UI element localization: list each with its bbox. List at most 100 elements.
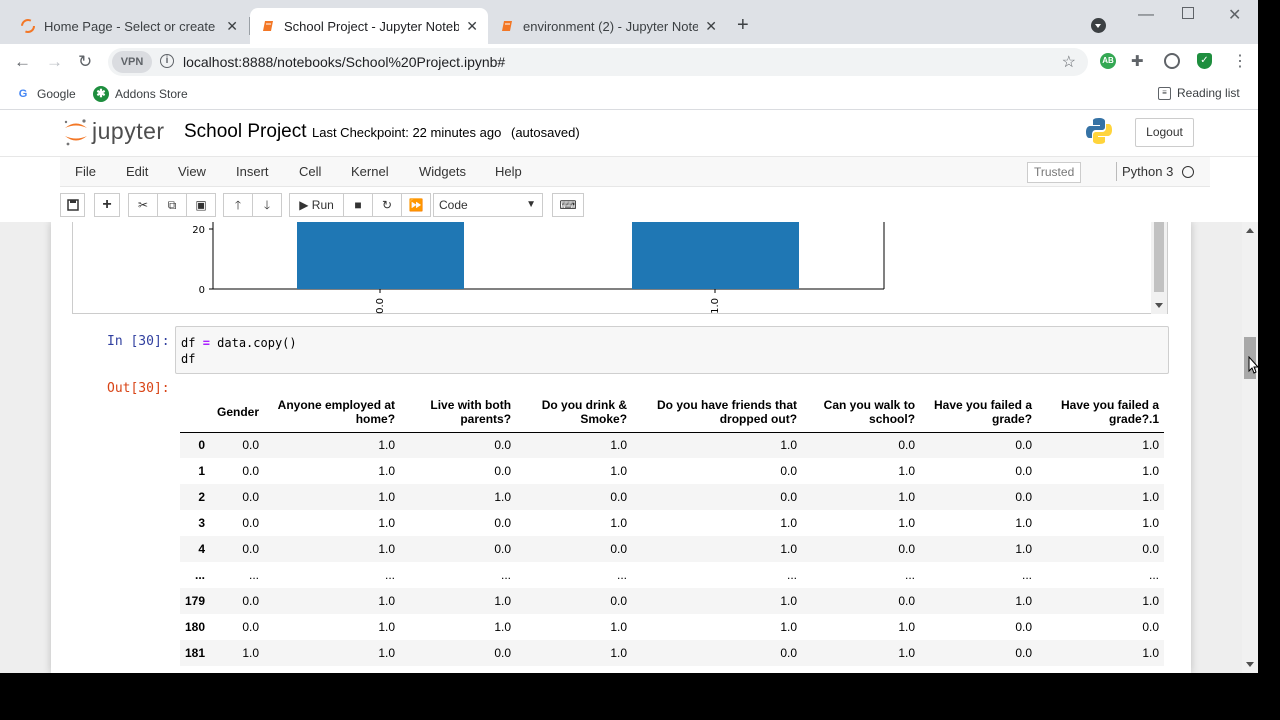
row-index: 0 [198, 438, 206, 453]
run-button[interactable]: ▶ Run [289, 193, 344, 217]
menu-help[interactable]: Help [495, 164, 522, 179]
notebook-toolbar: + ✂ ⧉ ▣ 🡑 🡓 ▶ Run ■ ↻ ⏩ Code ▼ ⌨ [60, 187, 1210, 223]
cut-button[interactable]: ✂ [128, 193, 158, 217]
move-up-button[interactable]: 🡑 [223, 193, 253, 217]
table-cell: 1.0 [780, 438, 798, 453]
row-index: 180 [185, 620, 206, 634]
tab-search-icon[interactable] [1091, 18, 1106, 33]
table-cell: 1.0 [378, 438, 396, 453]
arrow-up-icon: 🡑 [234, 198, 242, 212]
bookmark-star-icon[interactable]: ☆ [1061, 54, 1076, 71]
bookmark-google[interactable]: G Google [15, 86, 76, 102]
scroll-down-icon[interactable] [1246, 662, 1254, 667]
page-scrollbar[interactable] [1242, 222, 1258, 673]
bookmark-label: Addons Store [115, 87, 188, 101]
profile-icon[interactable] [1164, 53, 1180, 69]
fast-forward-icon: ⏩ [408, 198, 424, 212]
bar-chart: 20 0 0.0 1.0 [192, 222, 885, 314]
reading-list-button[interactable]: ≡ Reading list [1158, 86, 1240, 100]
notebook-favicon-icon [502, 21, 512, 31]
menu-edit[interactable]: Edit [126, 164, 149, 179]
code-line: df [181, 352, 196, 366]
jupyter-logo-icon[interactable] [62, 117, 90, 147]
menu-file[interactable]: File [75, 164, 96, 179]
close-icon[interactable]: ✕ [466, 18, 478, 34]
stop-icon: ■ [354, 198, 362, 212]
window-close-icon[interactable]: ✕ [1228, 7, 1242, 24]
restart-run-all-button[interactable]: ⏩ [401, 193, 431, 217]
table-cell: 0.0 [1142, 542, 1160, 556]
menu-widgets[interactable]: Widgets [419, 164, 466, 179]
column-header: Anyone employed at home? [264, 394, 401, 433]
command-palette-button[interactable]: ⌨ [552, 193, 584, 217]
table-cell: 0.0 [494, 516, 512, 530]
scroll-down-icon[interactable] [1155, 303, 1163, 308]
bookmark-addons-store[interactable]: ✱ Addons Store [93, 86, 188, 102]
vpn-badge[interactable]: VPN [112, 51, 152, 73]
extensions-puzzle-icon[interactable]: ✚ [1131, 53, 1144, 70]
notebook-name[interactable]: School Project [184, 121, 307, 142]
output-prompt: Out[30]: [107, 381, 170, 396]
table-row: 181 1.0 1.0 0.0 1.0 0.0 1.0 0.0 1.0 [180, 640, 1165, 666]
table-cell: 0.0 [610, 594, 628, 608]
tab-home-page[interactable]: Home Page - Select or create a n ✕ [10, 8, 248, 44]
scroll-up-icon[interactable] [1246, 228, 1254, 233]
minimize-icon[interactable]: — [1138, 6, 1154, 23]
column-header: Do you drink & Smoke? [516, 394, 633, 433]
save-button[interactable] [60, 193, 85, 217]
forward-arrow-icon[interactable]: → [46, 52, 63, 71]
url-text[interactable]: localhost:8888/notebooks/School%20Projec… [183, 54, 506, 70]
cell-type-value: Code [439, 198, 468, 212]
table-cell: 0.0 [1015, 646, 1033, 660]
code-operator: = [202, 336, 210, 350]
paste-icon: ▣ [195, 198, 207, 212]
reload-icon[interactable]: ↻ [78, 52, 93, 71]
kernel-separator [1116, 162, 1117, 181]
insert-cell-button[interactable]: + [94, 193, 120, 217]
table-cell: 1.0 [1015, 516, 1033, 530]
table-cell: 0.0 [898, 594, 916, 608]
tab-school-project[interactable]: School Project - Jupyter Notebo ✕ [250, 8, 488, 44]
menu-insert[interactable]: Insert [236, 164, 269, 179]
cell-type-select[interactable]: Code ▼ [433, 193, 543, 217]
column-header: Live with both parents? [400, 394, 517, 433]
table-cell: 0.0 [780, 464, 798, 478]
scrollbar-thumb[interactable] [1154, 222, 1164, 292]
table-cell: 0.0 [1015, 464, 1033, 478]
paste-button[interactable]: ▣ [186, 193, 216, 217]
copy-button[interactable]: ⧉ [157, 193, 187, 217]
close-icon[interactable]: ✕ [226, 18, 238, 34]
table-cell: 1.0 [1142, 646, 1160, 660]
code-cell-editor[interactable]: df = data.copy() df [175, 326, 1169, 374]
menu-view[interactable]: View [178, 164, 206, 179]
menu-cell[interactable]: Cell [299, 164, 322, 179]
autosave-status: (autosaved) [511, 125, 580, 140]
info-icon[interactable]: i [160, 54, 174, 68]
tab-environment[interactable]: environment (2) - Jupyter Noteb ✕ [489, 8, 727, 44]
jupyter-logo-text[interactable]: jupyter [92, 118, 165, 144]
kernel-name[interactable]: Python 3 [1122, 164, 1174, 179]
table-cell: 0.0 [610, 490, 628, 504]
maximize-icon[interactable] [1182, 7, 1194, 19]
output-scrollbar[interactable] [1151, 222, 1167, 314]
more-menu-icon[interactable]: ⋮ [1232, 53, 1248, 70]
shield-check-icon[interactable]: ✓ [1197, 53, 1212, 69]
new-tab-button[interactable]: + [737, 14, 749, 36]
table-cell: 1.0 [494, 620, 512, 634]
table-cell: 1.0 [378, 516, 396, 530]
close-icon[interactable]: ✕ [705, 18, 717, 34]
trusted-indicator[interactable]: Trusted [1027, 162, 1082, 183]
restart-button[interactable]: ↻ [372, 193, 402, 217]
table-cell: ... [501, 568, 512, 582]
interrupt-button[interactable]: ■ [343, 193, 373, 217]
menu-kernel[interactable]: Kernel [351, 164, 389, 179]
back-arrow-icon[interactable]: ← [14, 52, 31, 71]
save-icon [66, 199, 79, 211]
logout-button[interactable]: Logout [1135, 118, 1194, 147]
address-bar[interactable]: VPN i localhost:8888/notebooks/School%20… [108, 48, 1088, 76]
adblock-extension-icon[interactable]: AB [1100, 53, 1116, 69]
tab-strip: Home Page - Select or create a n ✕ Schoo… [0, 0, 1258, 44]
move-down-button[interactable]: 🡓 [252, 193, 282, 217]
checkpoint-status: Last Checkpoint: 22 minutes ago [312, 125, 502, 140]
code-token: df [181, 336, 203, 350]
